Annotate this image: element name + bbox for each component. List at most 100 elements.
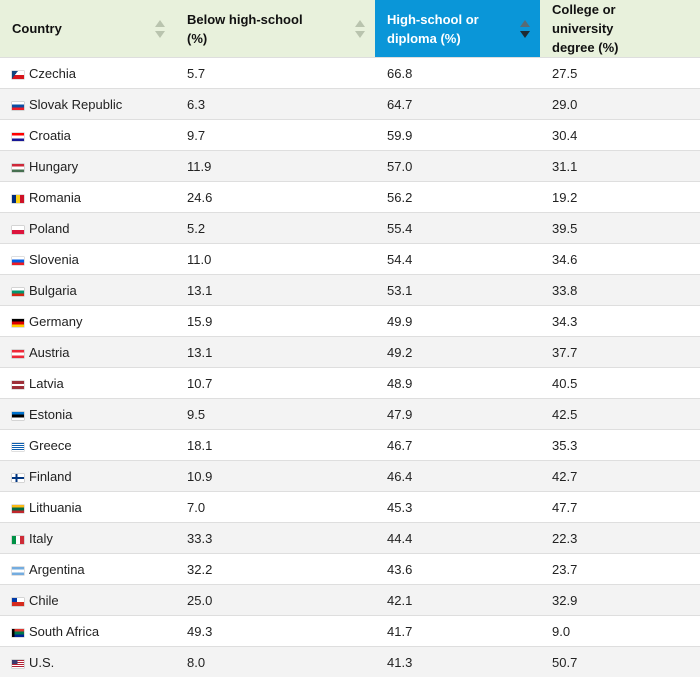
flag-icon bbox=[12, 412, 24, 420]
country-name: Hungary bbox=[29, 159, 78, 174]
below-high-school-cell: 10.7 bbox=[175, 368, 375, 399]
country-name: Latvia bbox=[29, 376, 64, 391]
flag-icon bbox=[12, 381, 24, 389]
high-school-cell: 41.7 bbox=[375, 616, 540, 647]
high-school-cell: 56.2 bbox=[375, 182, 540, 213]
country-name: Poland bbox=[29, 221, 69, 236]
high-school-cell: 49.9 bbox=[375, 306, 540, 337]
flag-icon bbox=[12, 102, 24, 110]
flag-icon bbox=[12, 226, 24, 234]
high-school-cell: 45.3 bbox=[375, 492, 540, 523]
below-high-school-cell: 9.7 bbox=[175, 120, 375, 151]
flag-icon bbox=[12, 133, 24, 141]
header-country[interactable]: Country bbox=[0, 0, 175, 58]
flag-icon bbox=[12, 319, 24, 327]
country-cell: Italy bbox=[0, 523, 175, 554]
country-cell: Romania bbox=[0, 182, 175, 213]
below-high-school-cell: 13.1 bbox=[175, 337, 375, 368]
country-name: Romania bbox=[29, 190, 81, 205]
below-high-school-cell: 10.9 bbox=[175, 461, 375, 492]
header-below-label: Below high-school(%) bbox=[187, 10, 375, 48]
flag-icon bbox=[12, 474, 24, 482]
flag-icon bbox=[12, 536, 24, 544]
below-high-school-cell: 5.2 bbox=[175, 213, 375, 244]
high-school-cell: 54.4 bbox=[375, 244, 540, 275]
flag-icon bbox=[12, 629, 24, 637]
high-school-cell: 64.7 bbox=[375, 89, 540, 120]
country-name: Austria bbox=[29, 345, 69, 360]
high-school-cell: 44.4 bbox=[375, 523, 540, 554]
flag-icon bbox=[12, 567, 24, 575]
country-cell: Bulgaria bbox=[0, 275, 175, 306]
flag-icon bbox=[12, 350, 24, 358]
college-cell: 35.3 bbox=[540, 430, 700, 461]
country-cell: Lithuania bbox=[0, 492, 175, 523]
table-header: Country Below high-school(%) High-school… bbox=[0, 0, 700, 58]
country-name: Slovenia bbox=[29, 252, 79, 267]
high-school-cell: 59.9 bbox=[375, 120, 540, 151]
below-high-school-cell: 24.6 bbox=[175, 182, 375, 213]
flag-icon bbox=[12, 195, 24, 203]
below-high-school-cell: 11.0 bbox=[175, 244, 375, 275]
college-cell: 42.5 bbox=[540, 399, 700, 430]
country-cell: Austria bbox=[0, 337, 175, 368]
flag-icon bbox=[12, 257, 24, 265]
below-high-school-cell: 15.9 bbox=[175, 306, 375, 337]
country-cell: Hungary bbox=[0, 151, 175, 182]
sort-icon[interactable] bbox=[155, 19, 165, 39]
below-high-school-cell: 5.7 bbox=[175, 58, 375, 89]
flag-icon bbox=[12, 660, 24, 668]
college-cell: 22.3 bbox=[540, 523, 700, 554]
high-school-cell: 42.1 bbox=[375, 585, 540, 616]
college-cell: 39.5 bbox=[540, 213, 700, 244]
country-cell: Croatia bbox=[0, 120, 175, 151]
country-name: Slovak Republic bbox=[29, 97, 122, 112]
high-school-cell: 46.4 bbox=[375, 461, 540, 492]
flag-icon bbox=[12, 164, 24, 172]
header-below-high-school[interactable]: Below high-school(%) bbox=[175, 0, 375, 58]
college-cell: 40.5 bbox=[540, 368, 700, 399]
below-high-school-cell: 49.3 bbox=[175, 616, 375, 647]
high-school-cell: 55.4 bbox=[375, 213, 540, 244]
country-cell: Latvia bbox=[0, 368, 175, 399]
sort-icon[interactable] bbox=[355, 19, 365, 39]
flag-icon bbox=[12, 505, 24, 513]
header-row: Country Below high-school(%) High-school… bbox=[0, 0, 700, 58]
high-school-cell: 57.0 bbox=[375, 151, 540, 182]
high-school-cell: 46.7 bbox=[375, 430, 540, 461]
country-name: Argentina bbox=[29, 562, 85, 577]
college-cell: 31.1 bbox=[540, 151, 700, 182]
college-cell: 32.9 bbox=[540, 585, 700, 616]
country-cell: Finland bbox=[0, 461, 175, 492]
below-high-school-cell: 13.1 bbox=[175, 275, 375, 306]
country-cell: Germany bbox=[0, 306, 175, 337]
country-cell: Estonia bbox=[0, 399, 175, 430]
sort-descending-icon[interactable] bbox=[520, 19, 530, 39]
country-name: U.S. bbox=[29, 655, 54, 670]
college-cell: 37.7 bbox=[540, 337, 700, 368]
header-country-label: Country bbox=[12, 19, 175, 38]
high-school-cell: 49.2 bbox=[375, 337, 540, 368]
college-cell: 19.2 bbox=[540, 182, 700, 213]
flag-icon bbox=[12, 443, 24, 451]
country-name: Germany bbox=[29, 314, 82, 329]
country-cell: Chile bbox=[0, 585, 175, 616]
